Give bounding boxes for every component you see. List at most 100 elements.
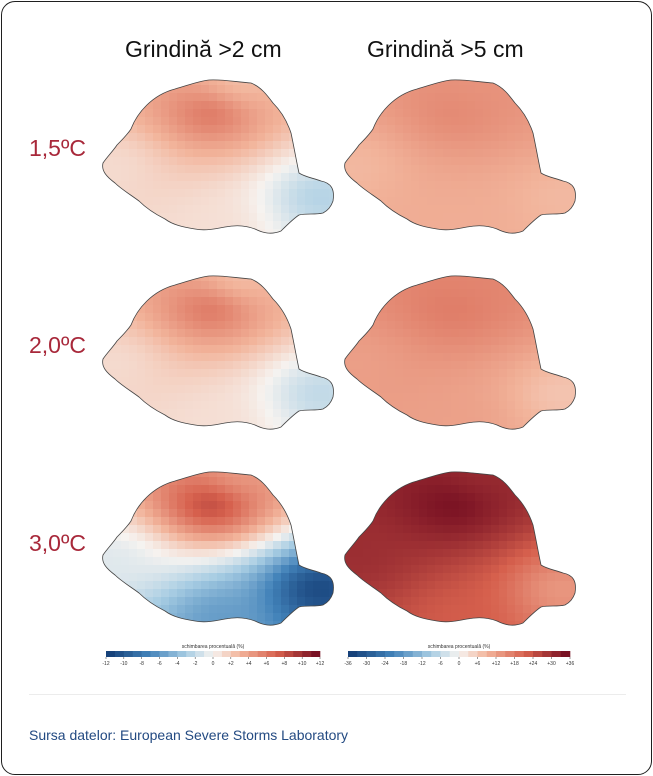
grid-cell: [499, 305, 508, 314]
map-2cm-2-0c: [102, 275, 334, 430]
grid-cell: [241, 541, 250, 550]
grid-cell: [344, 573, 348, 582]
grid-cell: [379, 173, 388, 182]
grid-cell: [145, 613, 154, 622]
colorbar-segment: [275, 651, 285, 657]
grid-cell: [102, 117, 106, 126]
grid-cell: [185, 581, 194, 590]
grid-cell: [344, 393, 348, 402]
grid-cell: [387, 125, 396, 134]
grid-cell: [153, 377, 162, 386]
grid-cell: [177, 101, 186, 110]
grid-cell: [379, 117, 388, 126]
grid-cell: [145, 533, 154, 542]
grid-cell: [531, 189, 540, 198]
grid-cell: [499, 205, 508, 214]
grid-cell: [265, 181, 274, 190]
grid-cell: [241, 289, 250, 298]
grid-cell: [161, 109, 170, 118]
grid-cell: [507, 149, 516, 158]
grid-cell: [177, 181, 186, 190]
grid-cell: [129, 517, 138, 526]
grid-cell: [363, 613, 372, 622]
grid-cell: [121, 173, 130, 182]
grid-cell: [321, 517, 330, 526]
grid-cell: [411, 305, 420, 314]
grid-cell: [419, 117, 428, 126]
grid-cell: [483, 589, 492, 598]
grid-cell: [217, 229, 226, 234]
grid-cell: [201, 417, 210, 426]
grid-cell: [531, 605, 540, 614]
grid-cell: [451, 525, 460, 534]
grid-cell: [161, 393, 170, 402]
grid-cell: [379, 565, 388, 574]
grid-cell: [547, 541, 556, 550]
grid-cell: [137, 613, 146, 622]
grid-cell: [419, 533, 428, 542]
grid-cell: [539, 337, 548, 346]
grid-cell: [403, 165, 412, 174]
grid-cell: [371, 321, 380, 330]
grid-cell: [102, 565, 106, 574]
grid-cell: [443, 229, 452, 234]
grid-cell: [281, 125, 290, 134]
grid-cell: [257, 377, 266, 386]
grid-cell: [217, 573, 226, 582]
grid-cell: [403, 321, 412, 330]
grid-cell: [571, 229, 576, 234]
grid-cell: [475, 275, 484, 282]
grid-cell: [443, 305, 452, 314]
grid-cell: [344, 621, 348, 626]
grid-cell: [387, 533, 396, 542]
grid-cell: [153, 85, 162, 94]
grid-cell: [355, 385, 364, 394]
grid-cell: [233, 541, 242, 550]
grid-cell: [371, 501, 380, 510]
grid-cell: [145, 581, 154, 590]
grid-cell: [347, 589, 356, 598]
grid-cell: [419, 589, 428, 598]
grid-cell: [539, 85, 548, 94]
grid-cell: [539, 565, 548, 574]
grid-cell: [201, 501, 210, 510]
grid-cell: [185, 573, 194, 582]
grid-cell: [539, 229, 548, 234]
grid-cell: [483, 485, 492, 494]
grid-cell: [305, 401, 314, 410]
grid-cell: [193, 181, 202, 190]
grid-cell: [129, 573, 138, 582]
grid-cell: [344, 165, 348, 174]
grid-cell: [257, 471, 266, 478]
grid-cell: [467, 297, 476, 306]
grid-cell: [555, 133, 564, 142]
grid-cell: [411, 621, 420, 626]
grid-cell: [249, 401, 258, 410]
grid-cell: [459, 79, 468, 86]
grid-cell: [225, 417, 234, 426]
grid-cell: [379, 377, 388, 386]
grid-cell: [145, 329, 154, 338]
grid-cell: [539, 485, 548, 494]
grid-cell: [507, 85, 516, 94]
grid-cell: [507, 613, 516, 622]
grid-cell: [411, 157, 420, 166]
grid-cell: [499, 221, 508, 230]
grid-cell: [363, 221, 372, 230]
grid-cell: [225, 101, 234, 110]
grid-cell: [281, 197, 290, 206]
grid-cell: [475, 565, 484, 574]
grid-cell: [467, 93, 476, 102]
grid-cell: [435, 549, 444, 558]
grid-cell: [475, 345, 484, 354]
column-title-5cm: Grindină >5 cm: [367, 36, 524, 62]
grid-cell: [523, 517, 532, 526]
grid-cell: [483, 133, 492, 142]
grid-cell: [419, 401, 428, 410]
grid-cell: [129, 157, 138, 166]
country-outline: [344, 471, 576, 626]
colorbar-segment: [302, 651, 312, 657]
grid-cell: [515, 329, 524, 338]
grid-cell: [297, 417, 306, 426]
grid-cell: [305, 165, 314, 174]
